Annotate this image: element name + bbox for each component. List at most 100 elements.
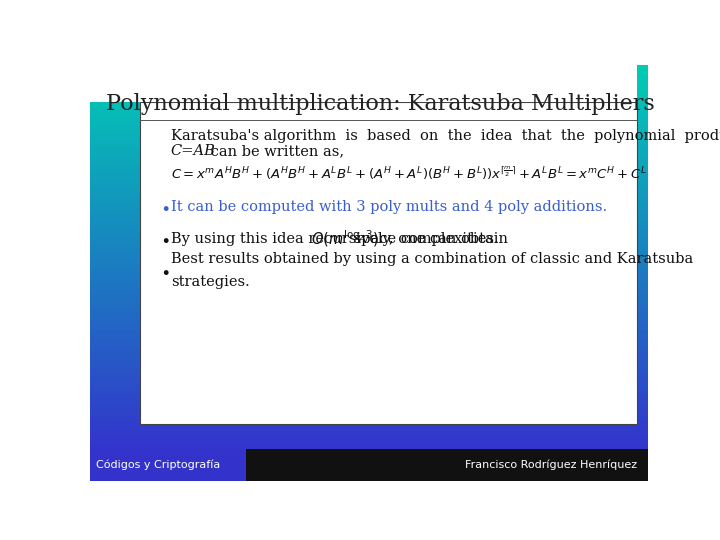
Text: $\bullet$: $\bullet$ <box>160 261 169 280</box>
Bar <box>90 307 648 311</box>
Bar <box>90 288 648 292</box>
Bar <box>90 168 648 172</box>
Bar <box>90 230 648 234</box>
Text: It can be computed with 3 poly mults and 4 poly additions.: It can be computed with 3 poly mults and… <box>171 200 607 214</box>
Bar <box>90 161 648 165</box>
Bar <box>90 326 648 330</box>
Bar <box>90 400 648 403</box>
Bar <box>90 141 648 146</box>
Bar <box>90 88 648 92</box>
Bar <box>90 415 648 419</box>
Bar <box>90 384 648 388</box>
Text: $C = x^{m}A^{H}B^{H} + \left(A^{H}B^{H} + A^{L}B^{L} + \left(A^{H}+A^{L}\right)\: $C = x^{m}A^{H}B^{H} + \left(A^{H}B^{H} … <box>171 165 647 183</box>
Text: space complexities.: space complexities. <box>349 232 499 246</box>
Bar <box>90 99 648 103</box>
Bar <box>90 80 648 84</box>
Text: Códigos y Criptografía: Códigos y Criptografía <box>96 460 220 470</box>
Bar <box>90 365 648 369</box>
Bar <box>90 268 648 273</box>
Bar <box>90 449 246 481</box>
Bar <box>90 369 648 373</box>
Text: Polynomial multiplication: Karatsuba Multipliers: Polynomial multiplication: Karatsuba Mul… <box>106 93 654 116</box>
Bar <box>90 276 648 280</box>
Bar <box>90 449 648 481</box>
Bar <box>90 188 648 192</box>
Bar <box>90 438 648 442</box>
Bar <box>90 65 140 102</box>
Bar <box>90 311 648 315</box>
Text: $\bullet$: $\bullet$ <box>160 230 169 248</box>
Bar <box>90 72 648 76</box>
Bar <box>90 299 648 303</box>
Bar <box>90 195 648 199</box>
Bar <box>90 242 648 246</box>
Bar <box>90 134 648 138</box>
Bar <box>90 273 648 276</box>
Bar <box>90 430 648 434</box>
Bar <box>90 207 648 211</box>
Bar <box>90 226 648 230</box>
Bar <box>90 76 648 80</box>
Text: Karatsuba's algorithm  is  based  on  the  idea  that  the  polynomial  product: Karatsuba's algorithm is based on the id… <box>171 129 720 143</box>
Text: By using this idea recursively, one can obtain: By using this idea recursively, one can … <box>171 232 513 246</box>
Bar <box>90 427 648 430</box>
Bar <box>90 261 648 265</box>
Bar <box>90 342 648 346</box>
Bar <box>90 111 648 115</box>
Bar <box>90 215 648 219</box>
Bar <box>90 246 648 249</box>
Text: can be written as,: can be written as, <box>205 144 343 158</box>
Bar <box>90 172 648 177</box>
Bar <box>90 107 648 111</box>
Bar <box>90 380 648 384</box>
Bar <box>90 330 648 334</box>
Bar <box>90 349 648 353</box>
Bar <box>90 249 648 253</box>
Bar <box>90 234 648 238</box>
Bar <box>90 238 648 242</box>
Bar <box>90 295 648 299</box>
Text: $\mathit{O}(m^{\log_2 3})$: $\mathit{O}(m^{\log_2 3})$ <box>311 228 379 249</box>
Bar <box>90 346 648 349</box>
Bar <box>90 130 648 134</box>
Bar <box>90 92 648 96</box>
Bar <box>90 422 648 427</box>
Text: Francisco Rodríguez Henríquez: Francisco Rodríguez Henríquez <box>464 460 637 470</box>
Bar <box>90 338 648 342</box>
Bar <box>90 146 648 150</box>
Bar <box>90 357 648 361</box>
Bar <box>90 96 648 99</box>
Bar <box>90 177 648 180</box>
Text: $\bullet$: $\bullet$ <box>160 198 169 217</box>
Bar <box>90 65 648 69</box>
Bar <box>90 103 648 107</box>
Bar <box>90 403 648 407</box>
Bar <box>90 434 648 438</box>
Bar <box>90 150 648 153</box>
Bar <box>90 84 648 88</box>
Bar <box>90 418 648 422</box>
Bar <box>90 396 648 400</box>
Bar <box>90 257 648 261</box>
Bar <box>90 222 648 226</box>
Bar <box>90 180 648 184</box>
Bar <box>90 361 648 365</box>
Bar <box>90 211 648 215</box>
Bar <box>90 123 648 126</box>
Bar <box>90 322 648 326</box>
Bar <box>90 284 648 288</box>
Text: C=AB: C=AB <box>171 144 216 158</box>
Bar <box>90 280 648 284</box>
Bar <box>90 69 648 72</box>
Bar <box>140 102 637 424</box>
Bar <box>90 199 648 203</box>
Bar <box>90 319 648 322</box>
Bar <box>90 203 648 207</box>
Bar <box>90 265 648 268</box>
Bar <box>90 407 648 411</box>
Bar <box>90 303 648 307</box>
Bar <box>90 184 648 188</box>
Bar <box>90 119 648 123</box>
Bar <box>90 219 648 222</box>
Bar <box>90 126 648 130</box>
